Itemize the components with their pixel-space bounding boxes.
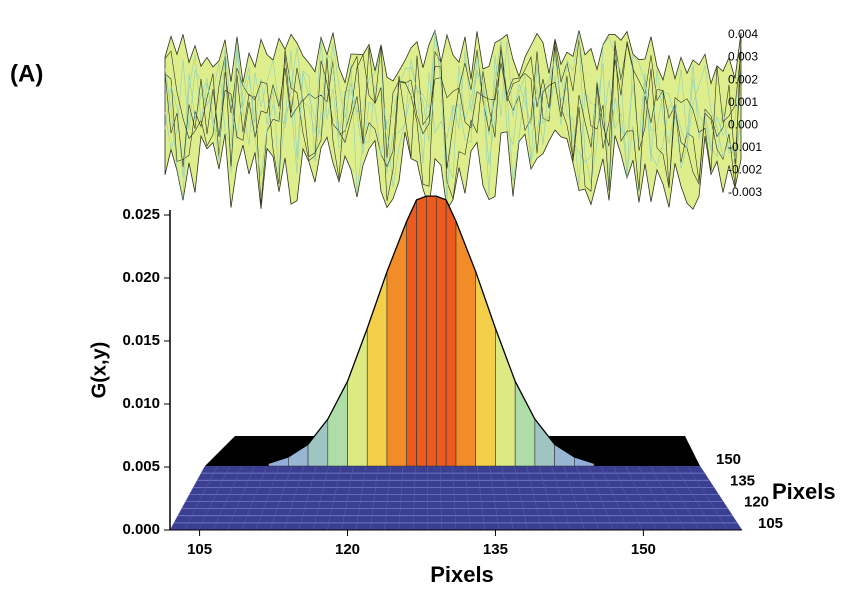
y-tick-label: 0.025 xyxy=(122,206,160,223)
surface-strip xyxy=(347,328,368,467)
floor-grid-line xyxy=(269,465,292,531)
residual-tick-label: -0.001 xyxy=(728,140,762,154)
floor-grid-line xyxy=(412,465,416,531)
surface-strip xyxy=(435,195,447,467)
floor-grid xyxy=(169,465,743,531)
residual-tick-label: 0.002 xyxy=(728,72,758,86)
floor-grid-line xyxy=(355,465,367,531)
floor-grid-line xyxy=(637,465,671,531)
floor-grid-line xyxy=(284,465,305,531)
floor-grid-line xyxy=(226,465,255,531)
surface-strip xyxy=(514,381,536,467)
y-tick-label: 0.000 xyxy=(122,521,160,538)
surface-strip xyxy=(426,195,437,467)
surface-strip xyxy=(495,328,516,467)
z-tick-label: 105 xyxy=(758,515,783,532)
floor-grid-line xyxy=(625,465,657,531)
floor-grid-line xyxy=(675,465,714,531)
floor-grid-line xyxy=(650,465,686,531)
floor-grid-line xyxy=(198,465,230,531)
floor-grid-line xyxy=(327,465,342,531)
surface-outline xyxy=(268,195,595,464)
floor-grid-line xyxy=(489,465,500,531)
x-tick-label: 120 xyxy=(335,541,360,558)
floor-grid-line xyxy=(255,465,280,531)
x-tick-label: 135 xyxy=(483,541,508,558)
floor-grid-line xyxy=(613,465,643,531)
surface-strip xyxy=(455,221,477,467)
residual-mesh xyxy=(164,40,742,202)
residual-tick-label: -0.002 xyxy=(728,163,762,177)
z-tick-label: 135 xyxy=(730,472,755,489)
residual-tick-label: 0.001 xyxy=(728,95,758,109)
floor-grid-line xyxy=(452,465,457,531)
z-tick-label: 150 xyxy=(716,451,741,468)
floor-grid-line xyxy=(341,465,354,531)
floor-plane xyxy=(170,466,742,530)
x-tick-label: 150 xyxy=(631,541,656,558)
surface-strip xyxy=(445,199,457,467)
x-axis-title: Pixels xyxy=(430,562,494,587)
floor-grid-line xyxy=(212,465,243,531)
floor-grid-line xyxy=(526,465,543,531)
y-tick-label: 0.015 xyxy=(122,332,160,349)
residual-mesh xyxy=(164,33,742,188)
residual-mesh xyxy=(164,30,742,200)
floor-grid-line xyxy=(464,465,471,531)
surface-strip xyxy=(386,221,407,467)
floor-grid-line xyxy=(184,465,218,531)
y-tick-label: 0.010 xyxy=(122,395,160,412)
floor-grid-line xyxy=(600,465,628,531)
residual-band xyxy=(164,29,742,211)
residual-tick-label: 0.004 xyxy=(728,27,758,41)
floor-grid-line xyxy=(398,465,404,531)
floor-grid-line xyxy=(298,465,317,531)
surface-strip xyxy=(406,199,417,467)
z-axis-title: Pixels xyxy=(772,479,836,504)
surface-strip xyxy=(534,418,555,467)
floor-grid-line xyxy=(576,465,600,531)
floor-grid-line xyxy=(477,465,485,531)
z-tick-label: 120 xyxy=(744,494,769,511)
floor-grid-line xyxy=(312,465,329,531)
main-plot xyxy=(268,195,595,467)
y-axis-title: G(x,y) xyxy=(88,342,110,399)
floor-grid-line xyxy=(662,465,700,531)
panel-label: (A) xyxy=(10,60,43,87)
floor-grid-line xyxy=(551,465,571,531)
floor-grid-line xyxy=(514,465,528,531)
floor-grid-line xyxy=(241,465,268,531)
floor-grid-line xyxy=(687,465,728,531)
y-tick-label: 0.020 xyxy=(122,269,160,286)
x-tick-label: 105 xyxy=(187,541,212,558)
floor-grid-line xyxy=(538,465,557,531)
surface-strip xyxy=(416,195,427,467)
residual-mesh xyxy=(164,39,742,206)
floor-grid-line xyxy=(563,465,585,531)
y-tick-label: 0.005 xyxy=(122,458,160,475)
residual-plot: 0.004 0.003 0.002 0.001 0.000 -0.001 -0.002 -0.… xyxy=(164,27,762,211)
floor-grid-line xyxy=(699,465,743,531)
floor-grid-line xyxy=(384,465,391,531)
surface-strip xyxy=(307,418,329,467)
residual-tick-label: 0.003 xyxy=(728,50,758,64)
residual-tick-label: 0.000 xyxy=(728,117,758,131)
residual-mesh xyxy=(164,34,742,188)
floor-grid-line xyxy=(369,465,379,531)
floor-grid-line xyxy=(439,465,442,531)
floor-grid-line xyxy=(169,465,206,531)
surface-strip xyxy=(327,381,348,467)
floor-grid-line xyxy=(588,465,614,531)
residual-tick-label: -0.003 xyxy=(728,185,762,199)
floor-grid-line xyxy=(501,465,514,531)
